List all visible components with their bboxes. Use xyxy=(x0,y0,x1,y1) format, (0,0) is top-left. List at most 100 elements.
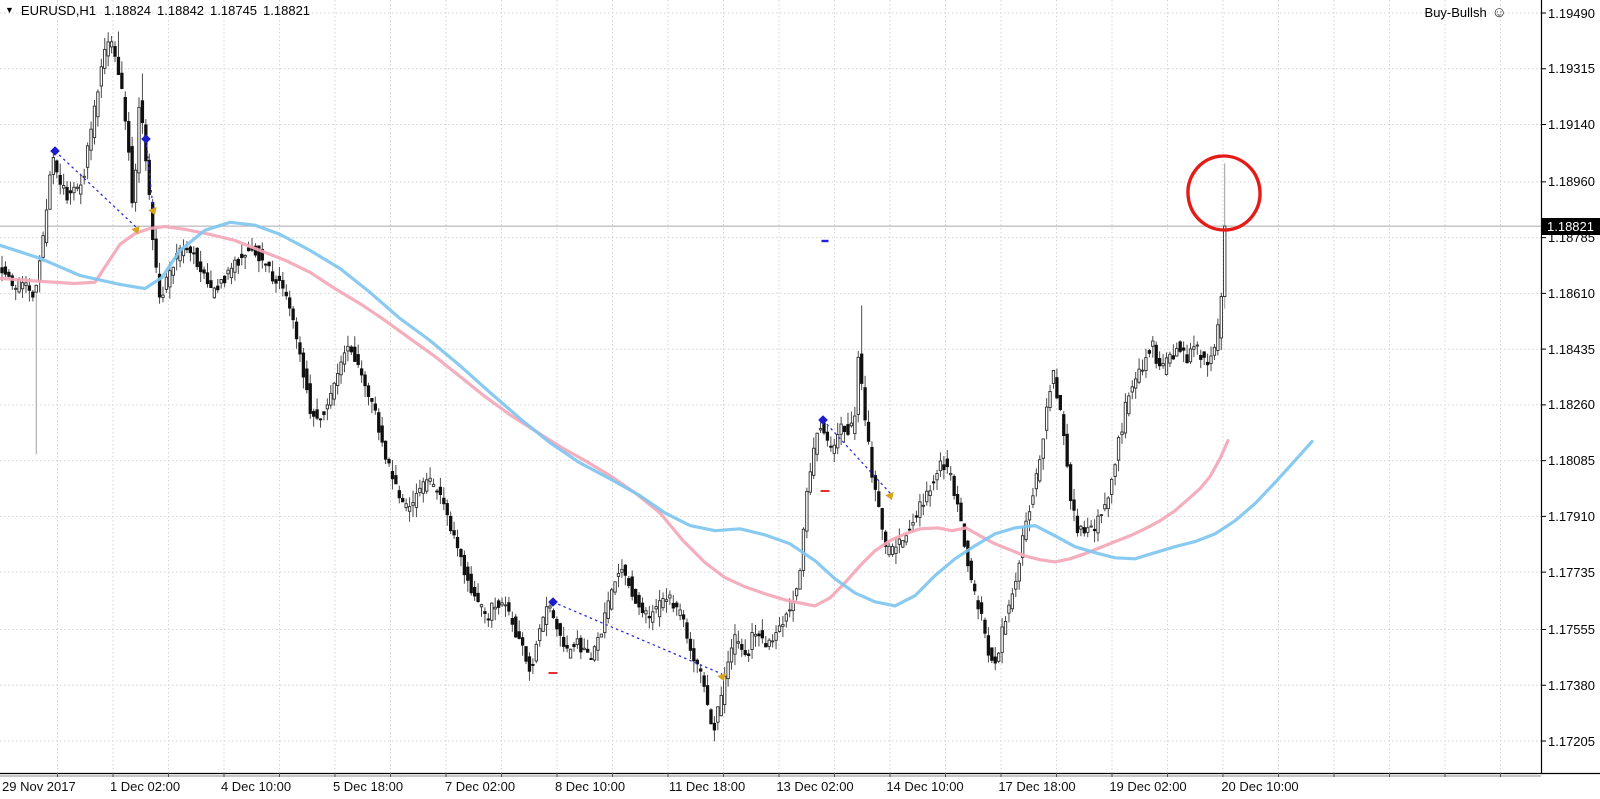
candle-body xyxy=(1048,391,1052,408)
candle-body xyxy=(507,602,511,612)
candle-body xyxy=(466,566,470,581)
candle-body xyxy=(904,535,908,543)
candle-body xyxy=(1178,341,1182,352)
candle-body xyxy=(979,602,984,614)
candle-body xyxy=(1113,464,1117,477)
candle-body xyxy=(96,91,100,118)
candle-body xyxy=(1003,620,1008,635)
ohlc-low-value: 1.18745 xyxy=(210,3,258,18)
candle-body xyxy=(538,628,542,642)
candle-body xyxy=(719,694,723,717)
time-axis-label: 19 Dec 02:00 xyxy=(1109,779,1187,794)
candle-body xyxy=(627,578,631,587)
candle-body xyxy=(1082,527,1086,534)
candle-body xyxy=(72,186,76,194)
candle-body xyxy=(305,368,309,391)
candle-body xyxy=(469,573,473,594)
time-axis-label: 20 Dec 10:00 xyxy=(1221,779,1299,794)
candle-body xyxy=(92,105,97,139)
candle-body xyxy=(1212,346,1217,356)
candle-body xyxy=(1027,511,1032,521)
candle-body xyxy=(853,415,857,435)
candle-body xyxy=(1120,431,1124,436)
candle-body xyxy=(1185,354,1189,364)
candlesticks xyxy=(0,31,1227,742)
price-axis-label: 1.19140 xyxy=(1548,117,1595,132)
candle-body xyxy=(1096,515,1100,534)
candle-body xyxy=(729,647,734,663)
candle-body xyxy=(983,619,987,634)
candle-body xyxy=(493,606,497,610)
candle-body xyxy=(438,486,443,495)
candle-body xyxy=(589,658,593,660)
candle-body xyxy=(558,623,562,636)
candle-body xyxy=(1031,495,1035,505)
candle-body xyxy=(89,128,93,151)
candle-body xyxy=(75,186,80,189)
candle-body xyxy=(195,247,199,268)
candle-body xyxy=(514,616,518,638)
candle-body xyxy=(1202,351,1206,358)
candle-body xyxy=(753,633,758,637)
time-axis-label: 4 Dec 10:00 xyxy=(220,779,292,794)
candle-body xyxy=(610,589,614,610)
candle-body xyxy=(657,600,662,618)
candle-body xyxy=(1014,580,1018,590)
blue-dash-marker xyxy=(821,239,829,243)
candle-body xyxy=(702,675,706,687)
candle-body xyxy=(616,573,621,577)
candle-body xyxy=(1010,593,1015,610)
candle-body xyxy=(993,656,997,664)
candle-body xyxy=(808,471,812,493)
candle-body xyxy=(1051,369,1056,384)
candle-body xyxy=(870,446,874,478)
candle-body xyxy=(455,536,460,549)
candle-body xyxy=(34,284,38,293)
candle-body xyxy=(288,297,292,309)
candle-body xyxy=(630,576,634,597)
candle-body xyxy=(1068,464,1073,502)
candle-body xyxy=(568,648,573,659)
candle-body xyxy=(68,190,73,194)
candle-body xyxy=(1123,401,1128,434)
candle-body xyxy=(832,444,836,454)
candle-body xyxy=(339,361,343,376)
candle-body xyxy=(229,267,234,279)
candle-body xyxy=(675,602,679,608)
candle-body xyxy=(647,615,651,619)
dotted-trendline xyxy=(54,150,137,228)
candle-body xyxy=(551,610,556,619)
candle-body xyxy=(849,422,854,427)
candle-body xyxy=(709,709,713,725)
candle-body xyxy=(671,602,675,609)
candle-body xyxy=(969,560,973,581)
candle-body xyxy=(524,646,528,662)
candle-body xyxy=(106,41,110,57)
candle-body xyxy=(976,600,980,610)
candle-body xyxy=(120,72,124,89)
candle-body xyxy=(31,291,35,298)
time-axis-label: 1 Dec 02:00 xyxy=(109,779,181,794)
symbol-dropdown-icon[interactable]: ▼ xyxy=(5,5,14,15)
candle-body xyxy=(366,385,371,397)
swing-arrow-marker xyxy=(148,207,157,216)
candle-body xyxy=(243,255,247,258)
candle-body xyxy=(668,594,672,599)
candle-body xyxy=(767,639,771,647)
candle-body xyxy=(798,570,802,590)
candle-body xyxy=(579,637,583,653)
candle-body xyxy=(404,503,408,509)
candle-body xyxy=(411,502,415,506)
axis-shadow-line xyxy=(0,775,1541,777)
candle-body xyxy=(383,440,388,460)
swing-diamond-marker xyxy=(818,415,828,425)
candle-body xyxy=(1058,394,1062,410)
candle-body xyxy=(966,540,970,567)
price-axis-label: 1.19315 xyxy=(1548,61,1595,77)
candle-body xyxy=(99,66,103,87)
candle-body xyxy=(414,492,419,508)
time-axis-label: 7 Dec 02:00 xyxy=(444,779,516,794)
candle-body xyxy=(1089,525,1093,528)
candle-body xyxy=(894,546,898,555)
